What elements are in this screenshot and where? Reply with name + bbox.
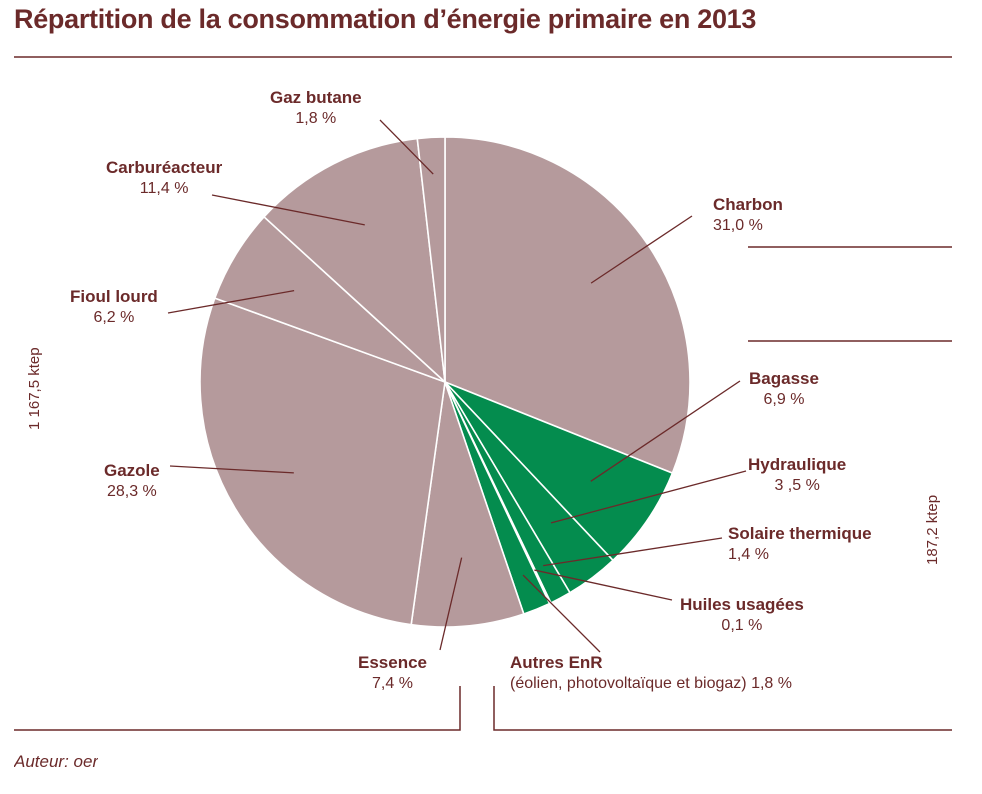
label-carbureacteur: Carburéacteur 11,4 % bbox=[106, 158, 222, 198]
label-value: 1,4 % bbox=[728, 545, 769, 563]
author-credit: Auteur: oer bbox=[14, 752, 99, 767]
label-name: Hydraulique bbox=[748, 455, 847, 474]
label-value: 6,9 % bbox=[763, 390, 805, 408]
label-value: 1,8 % bbox=[751, 674, 792, 692]
label-solaire-thermique: Solaire thermique 1,4 % bbox=[728, 524, 872, 564]
label-name: Huiles usagées bbox=[680, 595, 804, 614]
frame-lines bbox=[14, 56, 952, 731]
leader-line bbox=[590, 380, 741, 482]
leader-line bbox=[167, 289, 295, 314]
non-renewable-total: 1 167,5 ktep bbox=[26, 347, 43, 430]
leader-line bbox=[211, 194, 365, 226]
label-bagasse: Bagasse 6,9 % bbox=[749, 369, 819, 409]
label-name: Carburéacteur bbox=[106, 158, 223, 177]
label-name: Charbon bbox=[713, 195, 783, 214]
label-gazole: Gazole 28,3 % bbox=[104, 461, 160, 501]
leader-line bbox=[522, 574, 601, 653]
label-value: 1,8 % bbox=[295, 109, 337, 127]
label-sub: (éolien, photovoltaïque et biogaz) bbox=[510, 674, 747, 692]
label-name: Bagasse bbox=[749, 369, 819, 388]
renewable-total: 187,2 ktep bbox=[924, 494, 941, 565]
leader-line bbox=[550, 470, 747, 524]
label-name: Fioul lourd bbox=[70, 287, 158, 306]
leader-line bbox=[439, 557, 463, 651]
label-value: 3 ,5 % bbox=[774, 476, 820, 494]
pie-slice-gazole bbox=[199, 297, 446, 626]
label-name: Gaz butane bbox=[270, 88, 362, 107]
leader-line bbox=[534, 569, 673, 601]
label-autres-enr: Autres EnR (éolien, photovoltaïque et bi… bbox=[510, 653, 792, 693]
label-fioul-lourd: Fioul lourd 6,2 % bbox=[70, 287, 158, 327]
label-name: Gazole bbox=[104, 461, 160, 480]
label-value: 0,1 % bbox=[721, 616, 763, 634]
label-huiles-usagees: Huiles usagées 0,1 % bbox=[680, 595, 804, 635]
bracket-renewable bbox=[493, 686, 952, 731]
label-value: 7,4 % bbox=[372, 674, 413, 692]
label-value: 11,4 % bbox=[139, 179, 189, 197]
label-name: Essence bbox=[358, 653, 427, 672]
label-charbon: Charbon 31,0 % bbox=[713, 195, 783, 235]
leader-line bbox=[379, 119, 434, 175]
label-name: Solaire thermique bbox=[728, 524, 872, 543]
bracket-non-renewable bbox=[14, 686, 461, 731]
label-hydraulique: Hydraulique 3 ,5 % bbox=[748, 455, 846, 495]
chart-title: Répartition de la consommation d’énergie… bbox=[14, 4, 757, 34]
label-gaz-butane: Gaz butane 1,8 % bbox=[270, 88, 362, 128]
pie-slice-carbur-acteur bbox=[262, 137, 447, 385]
label-essence: Essence 7,4 % bbox=[358, 653, 427, 693]
label-value: 31,0 % bbox=[713, 216, 763, 234]
leader-line bbox=[169, 465, 294, 474]
leader-line bbox=[590, 215, 693, 284]
label-name: Autres EnR bbox=[510, 653, 603, 672]
label-value: 6,2 % bbox=[93, 308, 135, 326]
pie-slice-essence bbox=[410, 381, 525, 628]
pie-slice-gaz-butane bbox=[416, 136, 446, 383]
label-value: 28,3 % bbox=[106, 482, 157, 500]
leader-line bbox=[543, 537, 723, 567]
pie-slice-bagasse bbox=[444, 381, 674, 562]
